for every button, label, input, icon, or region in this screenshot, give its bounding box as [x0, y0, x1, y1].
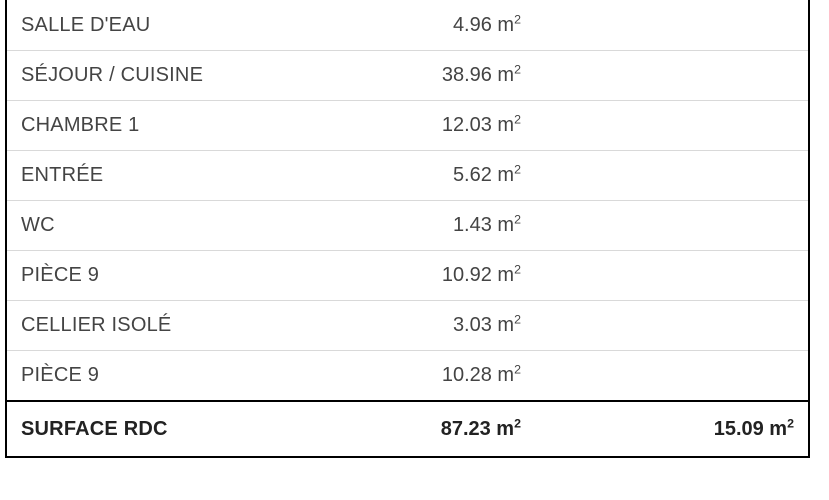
room-surface: 10.92 m2: [321, 264, 521, 287]
room-surface: 10.28 m2: [321, 364, 521, 387]
room-label: CHAMBRE 1: [21, 114, 321, 137]
room-label: ENTRÉE: [21, 164, 321, 187]
table-row: CHAMBRE 112.03 m2: [7, 100, 808, 150]
room-surface: 4.96 m2: [321, 14, 521, 37]
table-row: SALLE D'EAU4.96 m2: [7, 0, 808, 50]
total-surface-secondary: 15.09 m2: [654, 418, 794, 441]
room-label: PIÈCE 9: [21, 364, 321, 387]
table-row: CELLIER ISOLÉ3.03 m2: [7, 300, 808, 350]
room-label: CELLIER ISOLÉ: [21, 314, 321, 337]
room-surface: 5.62 m2: [321, 164, 521, 187]
room-label: WC: [21, 214, 321, 237]
room-surface: 1.43 m2: [321, 214, 521, 237]
room-surface: 3.03 m2: [321, 314, 521, 337]
table-row: WC1.43 m2: [7, 200, 808, 250]
room-label: SALLE D'EAU: [21, 14, 321, 37]
total-surface: 87.23 m2: [321, 418, 521, 441]
surface-table: SALLE D'EAU4.96 m2SÉJOUR / CUISINE38.96 …: [5, 0, 810, 458]
table-row: PIÈCE 910.92 m2: [7, 250, 808, 300]
total-row: SURFACE RDC87.23 m2 15.09 m2: [7, 400, 808, 456]
room-label: SÉJOUR / CUISINE: [21, 64, 321, 87]
room-surface: 38.96 m2: [321, 64, 521, 87]
room-label: PIÈCE 9: [21, 264, 321, 287]
table-row: PIÈCE 910.28 m2: [7, 350, 808, 400]
table-row: ENTRÉE5.62 m2: [7, 150, 808, 200]
total-label: SURFACE RDC: [21, 418, 321, 441]
room-surface: 12.03 m2: [321, 114, 521, 137]
table-row: SÉJOUR / CUISINE38.96 m2: [7, 50, 808, 100]
